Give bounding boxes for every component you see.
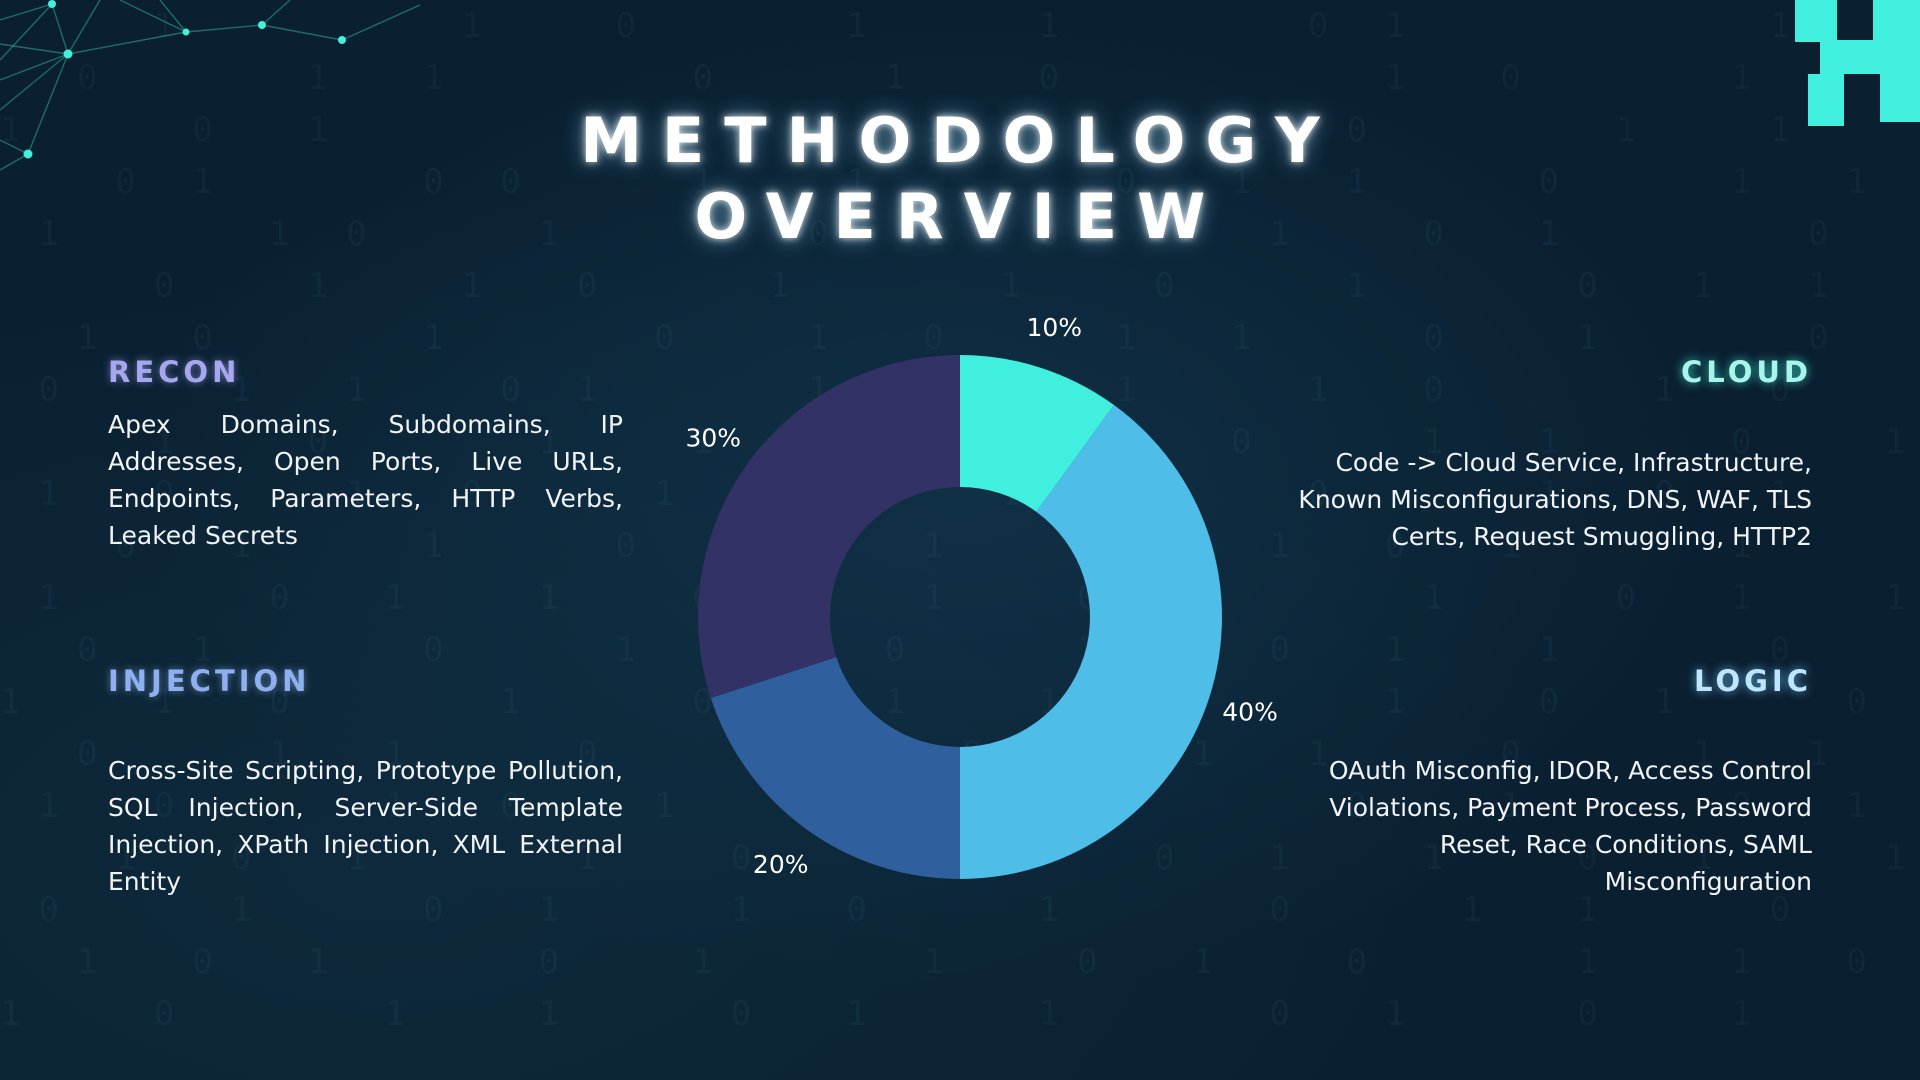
pixel-logo-icon	[1795, 0, 1920, 130]
slice-label-3: 20%	[753, 850, 809, 879]
title-line-2: OVERVIEW	[694, 180, 1226, 253]
donut-slice-3	[710, 657, 960, 879]
title-line-1: METHODOLOGY	[580, 104, 1340, 177]
slice-label-2: 40%	[1222, 697, 1278, 726]
page-title: METHODOLOGY OVERVIEW	[0, 103, 1920, 255]
recon-heading: RECON	[108, 355, 241, 389]
donut-slice-4	[697, 355, 960, 698]
injection-description: Cross-Site Scripting, Prototype Pollutio…	[108, 756, 623, 896]
network-graph-icon	[0, 0, 421, 171]
logic-heading: LOGIC	[1694, 664, 1812, 698]
cloud-heading: CLOUD	[1680, 355, 1812, 389]
slice-label-1: 10%	[1026, 313, 1082, 342]
cloud-description: Code -> Cloud Service, Infrastructure, K…	[1298, 448, 1812, 551]
donut-slice-2	[960, 405, 1222, 879]
logic-description: OAuth Misconfig, IDOR, Access Control Vi…	[1328, 756, 1812, 896]
recon-description: Apex Domains, Subdomains, IP Addresses, …	[108, 410, 623, 550]
donut-slice-1	[960, 355, 1114, 512]
slice-label-4: 30%	[685, 424, 741, 453]
injection-heading: INJECTION	[108, 664, 311, 698]
